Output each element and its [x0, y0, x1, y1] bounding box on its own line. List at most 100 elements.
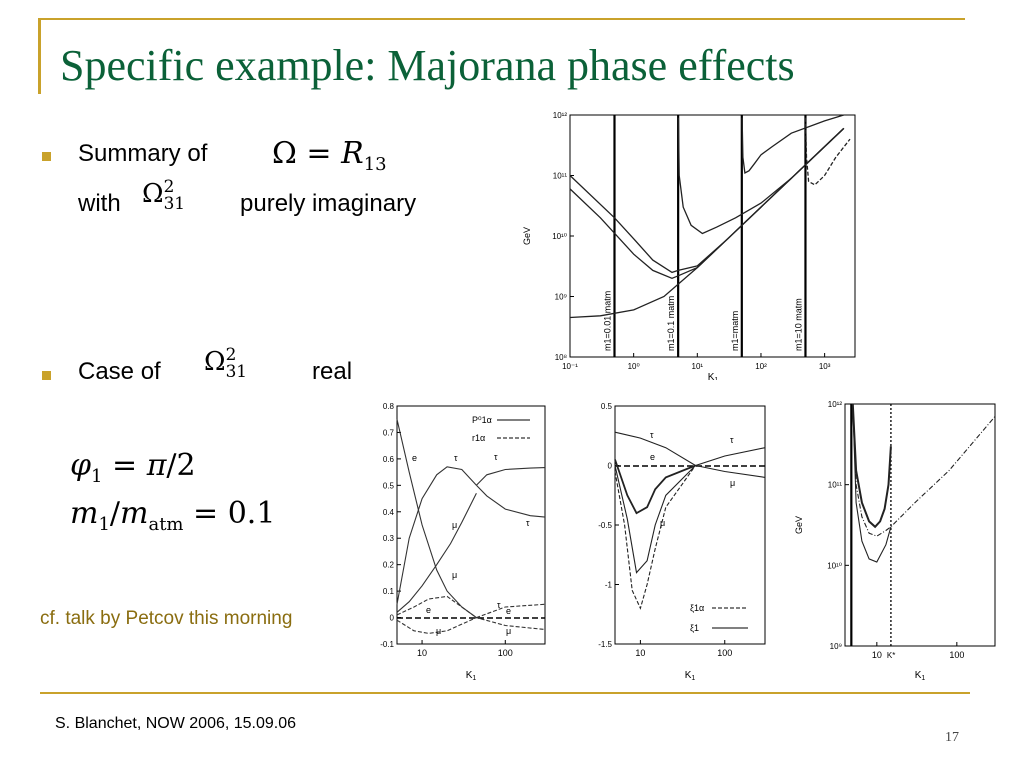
- bullet-marker: [42, 371, 51, 380]
- series-line: [569, 127, 845, 319]
- y-tick-label: 10¹¹: [828, 481, 843, 490]
- curve-annotation: τ: [454, 453, 458, 463]
- legend-label: ξ1α: [690, 603, 704, 613]
- title-accent-bar: [38, 18, 41, 94]
- y-tick-label: 10⁸: [555, 353, 567, 362]
- series-line: [396, 419, 477, 619]
- curve-annotation: e: [412, 453, 417, 463]
- series-line: [396, 595, 546, 619]
- series-line: [852, 403, 892, 563]
- series-line: [569, 127, 845, 274]
- bullet-1-text: Summary of: [78, 140, 208, 167]
- curve-annotation: τ: [730, 435, 734, 445]
- y-axis-label: GeV: [522, 227, 532, 245]
- series-line: [476, 484, 546, 518]
- x-axis-label: K1: [466, 670, 477, 682]
- y-tick-label: 10¹⁰: [552, 232, 567, 241]
- y-tick-label: 0.6: [383, 455, 395, 464]
- series-line: [396, 617, 546, 634]
- x-tick-label: 100: [949, 650, 964, 660]
- y-tick-label: 10¹¹: [553, 172, 568, 181]
- legend-label: P⁰1α: [472, 415, 492, 425]
- series-line: [695, 464, 766, 478]
- x-tick-label: 100: [717, 648, 732, 658]
- curve-annotation: τ: [494, 452, 498, 462]
- x-tick-label: 10⁻¹: [562, 362, 578, 371]
- y-tick-label: -1.5: [598, 640, 612, 649]
- y-tick-label: 10¹⁰: [827, 561, 842, 570]
- y-tick-label: -1: [605, 581, 613, 590]
- plot-frame: [396, 405, 546, 645]
- x-axis-label: K1: [915, 670, 926, 682]
- legend-label: r1α: [472, 433, 485, 443]
- y-tick-label: 10¹²: [828, 400, 843, 409]
- x-tick-label: 10⁰: [628, 362, 640, 371]
- plot-scale-real-case: 10 100 10⁹ 10¹⁰ 10¹¹ 10¹² K* GeV K1: [794, 400, 996, 682]
- y-tick-label: 10¹²: [553, 111, 568, 120]
- threshold-label: m1=matm: [730, 311, 740, 351]
- curve-annotation: μ: [452, 570, 457, 580]
- series-line: [614, 459, 696, 515]
- bullet-2-post: purely imaginary: [240, 190, 417, 217]
- footer-rule: [40, 692, 970, 694]
- series-line: [476, 467, 546, 486]
- x-axis-label: K1: [708, 372, 719, 380]
- bullet-3-math: Ω 2 31: [204, 344, 248, 381]
- slide-title: Specific example: Majorana phase effects: [60, 41, 795, 90]
- y-tick-label: 0.3: [383, 534, 395, 543]
- y-tick-label: 0.5: [601, 402, 613, 411]
- y-tick-label: 10⁹: [830, 642, 842, 651]
- y-tick-label: 10⁹: [555, 293, 567, 302]
- plot-scale-summary: 10⁻¹ 10⁰ 10¹ 10² 10³ 10⁸ 10⁹ 10¹⁰ 10¹¹ 10¹² m1=0.…: [522, 111, 856, 380]
- threshold-label: m1=0.1 matm: [666, 296, 676, 351]
- bullet-2-text: with: [78, 190, 121, 217]
- x-tick-label: 10²: [755, 362, 767, 371]
- series-line: [396, 466, 477, 605]
- y-tick-label: -0.1: [380, 640, 394, 649]
- series-line: [852, 403, 996, 537]
- series-line: [741, 114, 844, 175]
- y-tick-label: 0.8: [383, 402, 395, 411]
- bullet-1-math: Ω = R13: [272, 136, 387, 175]
- curve-annotation: e: [650, 452, 655, 462]
- curve-annotation: τ: [497, 600, 501, 610]
- equation-mass-ratio: m1/matm = 0.1: [70, 496, 276, 535]
- y-tick-label: 0: [390, 614, 395, 623]
- curve-annotation: μ: [506, 626, 511, 636]
- y-tick-label: 0.1: [383, 587, 395, 596]
- curve-annotation: μ: [436, 626, 441, 636]
- plot-cp-asymmetries: 10 100 -1.5 -1 -0.5 0 0.5 ξ1α ξ1 τ e μ τ μ K1: [598, 402, 766, 682]
- x-tick-label: 10³: [819, 362, 831, 371]
- curve-annotation: μ: [730, 478, 735, 488]
- threshold-label: m1=0.01 matm: [602, 291, 612, 351]
- bullet-3-text: Case of: [78, 358, 161, 385]
- plot-flavour-projectors: 10 100 -0.1 0 0.1 0.2 0.3 0.4 0.5 0.6 0.7 0.8 P⁰1α r…: [380, 402, 546, 682]
- curve-annotation: e: [426, 605, 431, 615]
- reference-note: cf. talk by Petcov this morning: [40, 608, 293, 629]
- threshold-label: m1=10 matm: [793, 298, 803, 351]
- y-tick-label: 0: [608, 462, 613, 471]
- x-axis-label: K1: [685, 670, 696, 682]
- x-tick-label: 10¹: [692, 362, 704, 371]
- y-tick-label: 0.4: [383, 508, 395, 517]
- x-tick-label: 100: [498, 648, 513, 658]
- x-tick-label: 10: [417, 648, 427, 658]
- series-line: [569, 127, 845, 280]
- y-tick-label: 0.5: [383, 481, 395, 490]
- series-line: [614, 465, 696, 574]
- y-axis-label: GeV: [794, 516, 804, 534]
- curve-annotation: μ: [660, 518, 665, 528]
- curve-annotation: τ: [650, 430, 654, 440]
- bullet-marker: [42, 152, 51, 161]
- series-line: [851, 403, 892, 529]
- footer-credit: S. Blanchet, NOW 2006, 15.09.06: [55, 715, 297, 732]
- curve-annotation: e: [506, 606, 511, 616]
- legend-label: ξ1: [690, 623, 699, 633]
- bullet-2-math: Ω 2 31: [142, 176, 186, 213]
- y-tick-label: -0.5: [598, 521, 612, 530]
- series-line: [614, 465, 696, 610]
- y-tick-label: 0.2: [383, 561, 395, 570]
- curve-annotation: μ: [452, 520, 457, 530]
- bullet-3-post: real: [312, 358, 353, 385]
- series-line: [677, 117, 845, 235]
